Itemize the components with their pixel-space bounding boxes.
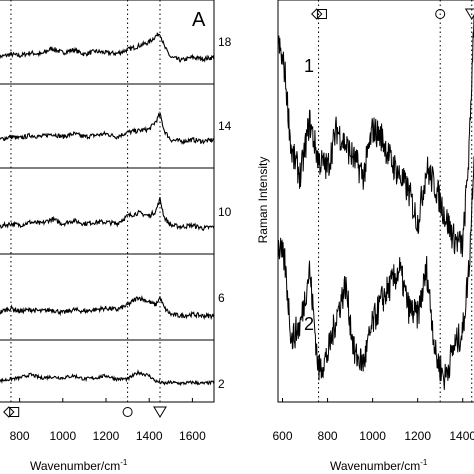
x-tick-label: 800	[10, 429, 30, 443]
panel-b-frame	[277, 0, 474, 403]
x-tick-label: 1400	[449, 429, 474, 443]
x-tick-label: 1000	[359, 429, 386, 443]
panel-a-letter: A	[192, 9, 206, 31]
x-tick-label: 1200	[404, 429, 431, 443]
diamond-marker	[3, 406, 15, 418]
spectrum-trace-10	[0, 197, 215, 231]
triangle-down-marker	[464, 8, 474, 20]
trace-label: 2	[304, 314, 314, 334]
circle-marker	[122, 407, 133, 417]
x-tick-label: 1000	[49, 429, 76, 443]
trace-number-label: 14	[218, 119, 232, 133]
panel-a-x-axis-label: Wavenumber/cm-1	[30, 458, 128, 473]
x-tick-label: 1400	[136, 429, 163, 443]
panel-a: A 800 1000 1200 1400 1600 18 14 10 6 2 Wavenumbe…	[0, 0, 232, 473]
panel-a-frame	[0, 0, 215, 403]
spectrum-trace-2	[277, 156, 474, 390]
spectrum-trace-6	[0, 295, 215, 321]
spectrum-trace-18	[0, 32, 215, 63]
trace-label: 1	[304, 56, 314, 76]
panel-b: 600 800 1000 1200 1400 1 2 Raman Intensity Wa…	[256, 0, 474, 473]
trace-number-label: 2	[218, 377, 225, 391]
panel-b-y-axis-label: Raman Intensity	[256, 157, 270, 244]
trace-number-label: 18	[218, 35, 232, 49]
square-marker	[316, 9, 327, 19]
trace-number-label: 6	[218, 291, 225, 305]
x-tick-label: 800	[318, 429, 338, 443]
spectrum-trace-14	[0, 110, 215, 145]
triangle-down-marker	[153, 406, 167, 418]
x-tick-label: 600	[272, 429, 292, 443]
trace-number-label: 10	[218, 205, 232, 219]
circle-marker	[435, 9, 446, 19]
x-tick-label: 1200	[93, 429, 120, 443]
diamond-marker	[311, 8, 323, 20]
square-marker	[9, 407, 20, 417]
spectrum-trace-2	[0, 369, 215, 387]
panel-b-x-axis-label: Wavenumber/cm-1	[330, 458, 428, 473]
spectrum-trace-1	[277, 15, 474, 258]
x-tick-label: 1600	[179, 429, 206, 443]
